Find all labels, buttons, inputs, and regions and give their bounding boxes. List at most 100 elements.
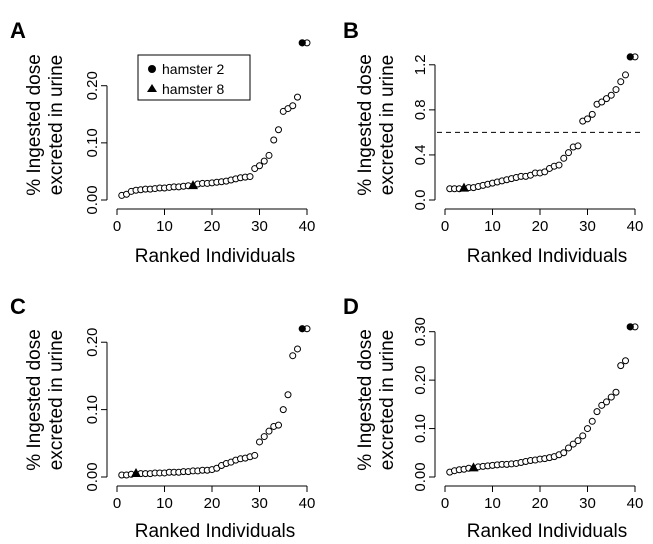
- data-point: [588, 417, 596, 425]
- data-point: [593, 408, 601, 416]
- data-point-hamster-2: [298, 325, 306, 333]
- x-tick-label: 10: [156, 218, 173, 235]
- y-tick-label: 1.2: [412, 54, 429, 75]
- data-point: [574, 437, 582, 445]
- x-axis-title: Ranked Individuals: [467, 521, 628, 542]
- y-tick-label: 0.8: [412, 99, 429, 120]
- data-point-hamster-8: [188, 180, 198, 190]
- x-tick-label: 40: [299, 495, 316, 512]
- y-tick-label: 0.30: [412, 317, 429, 346]
- data-point: [541, 168, 549, 176]
- x-tick-label: 0: [113, 218, 121, 235]
- y-axis-title-line1: % Ingested dose: [24, 54, 45, 196]
- data-point: [607, 393, 615, 401]
- data-point: [555, 161, 563, 169]
- panel-c: C 0 10 20 30 400.000.100.20 % Ingested dose …: [10, 294, 315, 542]
- y-axis-title-line2: excreted in urine: [46, 55, 67, 195]
- data-point: [265, 427, 273, 435]
- y-tick-label: 0.4: [412, 144, 429, 165]
- data-point: [260, 433, 268, 441]
- y-tick-label: 0.00: [412, 462, 429, 491]
- y-axis-title-line2: excreted in urine: [46, 330, 67, 470]
- data-point: [279, 406, 287, 414]
- data-point: [289, 352, 297, 360]
- x-tick-label: 20: [204, 218, 221, 235]
- y-axis-title-line2: excreted in urine: [377, 55, 398, 195]
- data-point: [560, 449, 568, 457]
- x-tick-label: 30: [579, 495, 596, 512]
- x-tick-label: 30: [251, 218, 268, 235]
- data-point: [294, 93, 301, 101]
- y-tick-label: 0.0: [412, 190, 429, 211]
- data-point-hamster-8: [468, 462, 479, 472]
- data-point: [246, 173, 254, 181]
- data-point: [294, 345, 301, 353]
- data-point: [584, 115, 591, 123]
- y-tick-label: 0.00: [84, 462, 101, 491]
- x-tick-label: 40: [627, 495, 644, 512]
- data-point: [622, 71, 629, 79]
- data-point: [622, 357, 629, 365]
- data-point: [256, 438, 263, 446]
- data-point: [612, 86, 620, 94]
- data-point: [256, 162, 263, 170]
- x-tick-label: 10: [484, 218, 501, 235]
- data-point: [603, 95, 610, 103]
- y-tick-label: 0.10: [84, 395, 101, 424]
- data-point-hamster-2: [626, 53, 634, 61]
- x-tick-label: 30: [251, 495, 268, 512]
- y-tick-label: 0.10: [412, 414, 429, 443]
- data-point-hamster-8: [459, 182, 469, 192]
- x-tick-label: 20: [532, 218, 549, 235]
- y-tick-label: 0.20: [84, 328, 101, 357]
- data-point: [579, 432, 587, 440]
- data-point-hamster-8: [131, 467, 141, 477]
- data-point: [588, 110, 596, 118]
- legend-marker-hamster-8: [147, 84, 157, 92]
- data-point: [270, 136, 278, 144]
- data-point: [584, 425, 591, 433]
- data-point: [265, 151, 273, 159]
- data-point: [569, 440, 577, 448]
- panel-b: B 0 10 20 30 400.00.40.81.2 % Ingested dose …: [343, 18, 643, 267]
- data-point: [275, 421, 282, 429]
- panel-letter: C: [10, 294, 26, 319]
- legend: hamster 2 hamster 8: [137, 54, 251, 101]
- x-axis-title: Ranked Individuals: [135, 521, 296, 542]
- panel-d: D 0 10 20 30 40 0.00 0.10 0.20 0.30 % Ingested d…: [343, 294, 643, 542]
- y-axis-title-line2: excreted in urine: [377, 330, 398, 470]
- data-point: [598, 401, 606, 409]
- x-tick-label: 30: [579, 218, 596, 235]
- x-tick-label: 0: [441, 218, 449, 235]
- data-point: [603, 398, 610, 406]
- data-point: [617, 78, 625, 86]
- data-point-hamster-2: [298, 39, 306, 47]
- data-point-hamster-2: [626, 323, 634, 331]
- data-point: [289, 102, 297, 110]
- x-tick-label: 10: [156, 495, 173, 512]
- data-point: [598, 98, 606, 106]
- panel-letter: D: [343, 294, 359, 319]
- panel-letter: A: [10, 18, 26, 43]
- y-tick-label: 0.20: [412, 366, 429, 395]
- legend-label-hamster-2: hamster 2: [162, 61, 224, 77]
- y-tick-label: 0.20: [84, 71, 101, 100]
- data-point: [560, 154, 568, 162]
- x-tick-label: 0: [113, 495, 121, 512]
- data-point: [260, 157, 268, 165]
- x-tick-label: 20: [204, 495, 221, 512]
- panel-letter: B: [343, 18, 359, 43]
- data-point: [275, 126, 282, 134]
- x-tick-label: 10: [484, 495, 501, 512]
- data-point: [607, 91, 615, 99]
- x-axis-title: Ranked Individuals: [467, 246, 628, 267]
- x-axis-title: Ranked Individuals: [135, 246, 296, 267]
- y-axis-title-line1: % Ingested dose: [355, 54, 376, 196]
- legend-marker-hamster-2: [148, 65, 156, 73]
- data-point: [565, 444, 572, 452]
- legend-box: [137, 54, 251, 101]
- data-point: [612, 388, 620, 396]
- data-point: [574, 142, 582, 150]
- x-tick-label: 40: [627, 218, 644, 235]
